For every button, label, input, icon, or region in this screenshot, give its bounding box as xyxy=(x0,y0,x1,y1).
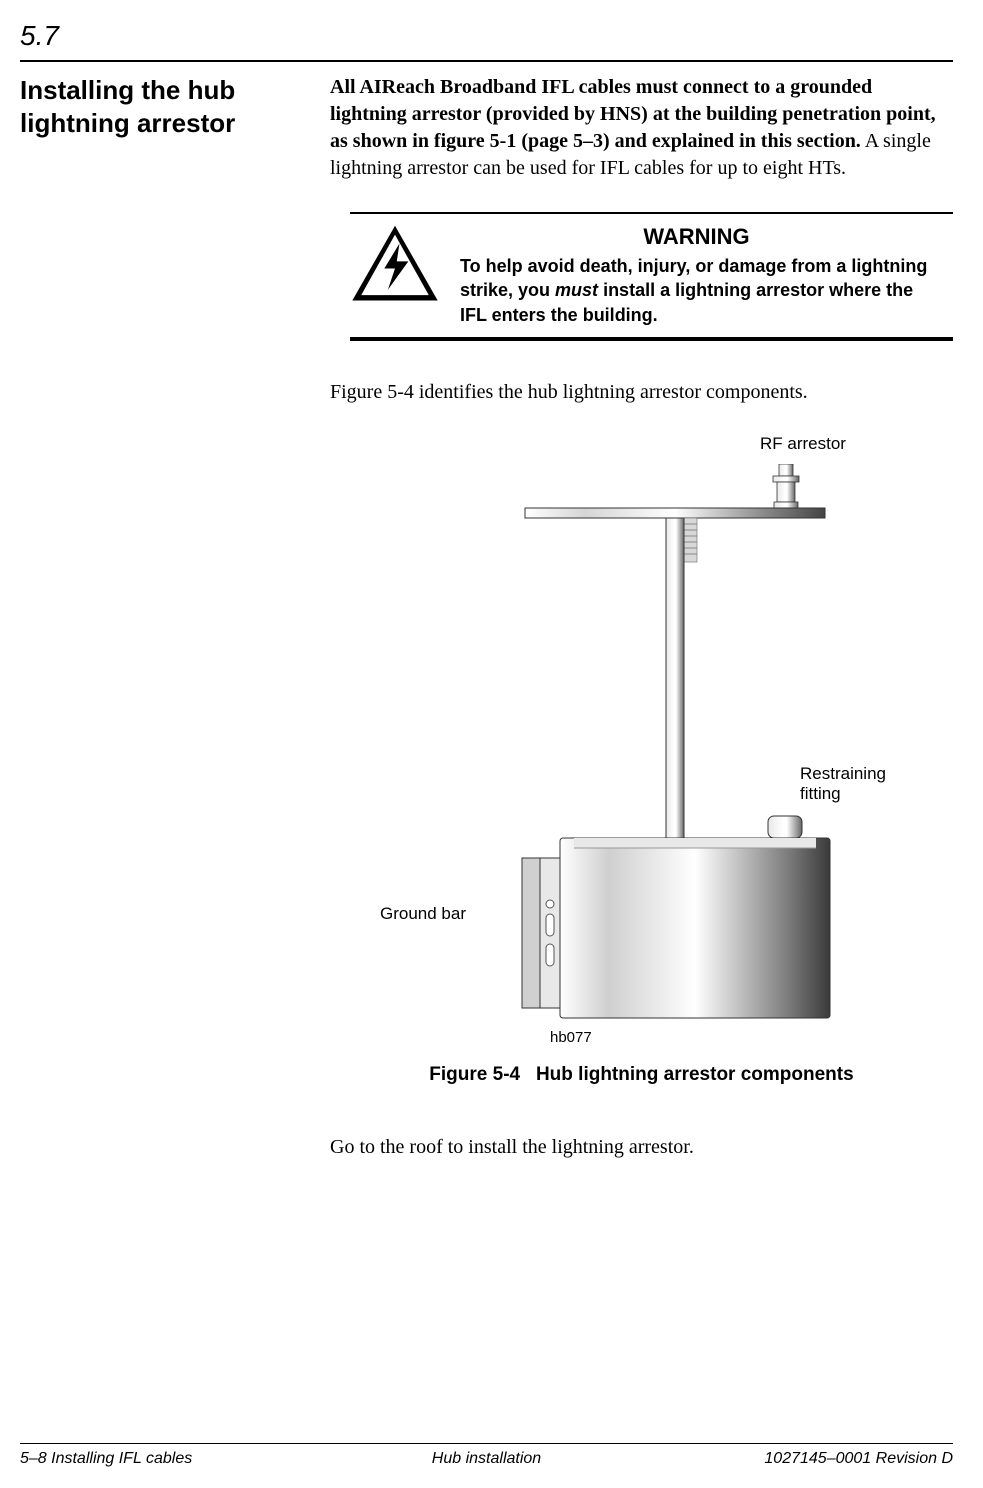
restraining-fitting-shape xyxy=(768,816,802,838)
section-number: 5.7 xyxy=(20,20,953,52)
warning-body-italic: must xyxy=(555,280,598,300)
intro-bold: All AIReach Broadband IFL cables must co… xyxy=(330,76,936,152)
section-heading: Installing the hub lightning arrestor xyxy=(20,74,330,139)
electric-warning-icon xyxy=(350,224,440,304)
warning-text-block: WARNING To help avoid death, injury, or … xyxy=(460,224,953,327)
warning-body: To help avoid death, injury, or damage f… xyxy=(460,254,933,327)
warning-box: WARNING To help avoid death, injury, or … xyxy=(350,212,953,341)
footer-right: 1027145–0001 Revision D xyxy=(642,1450,953,1468)
threaded-connector xyxy=(683,518,697,562)
left-column: Installing the hub lightning arrestor xyxy=(20,74,330,1159)
top-divider xyxy=(20,60,953,62)
heading-line-1: Installing the hub xyxy=(20,75,235,105)
warning-title: WARNING xyxy=(460,224,933,250)
label-rf-arrestor: RF arrestor xyxy=(760,434,846,454)
page-footer: 5–8 Installing IFL cables Hub installati… xyxy=(20,1443,953,1468)
warning-inner: WARNING To help avoid death, injury, or … xyxy=(350,224,953,327)
stem xyxy=(666,518,684,838)
figure-caption-prefix: Figure 5-4 xyxy=(429,1064,520,1085)
figure-area: RF arrestor Restraining fitting Ground b… xyxy=(330,434,953,1054)
top-plate xyxy=(525,508,825,518)
label-ground-bar: Ground bar xyxy=(380,904,466,924)
ground-bar-shape xyxy=(522,858,560,1008)
enclosure-box xyxy=(560,838,830,1018)
figure-caption-text: Hub lightning arrestor components xyxy=(536,1064,854,1085)
figure-caption: Figure 5-4 Hub lightning arrestor compon… xyxy=(330,1064,953,1086)
goto-sentence: Go to the roof to install the lightning … xyxy=(330,1136,953,1159)
footer-left: 5–8 Installing IFL cables xyxy=(20,1450,331,1468)
rf-arrestor-shape xyxy=(773,464,799,508)
content-columns: Installing the hub lightning arrestor Al… xyxy=(20,74,953,1159)
heading-line-2: lightning arrestor xyxy=(20,108,235,138)
figure-intro-sentence: Figure 5-4 identifies the hub lightning … xyxy=(330,381,953,404)
intro-paragraph: All AIReach Broadband IFL cables must co… xyxy=(330,74,953,182)
hub-arrestor-diagram xyxy=(480,464,900,1044)
footer-center: Hub installation xyxy=(331,1450,642,1468)
box-top-bevel xyxy=(574,838,816,848)
right-column: All AIReach Broadband IFL cables must co… xyxy=(330,74,953,1159)
